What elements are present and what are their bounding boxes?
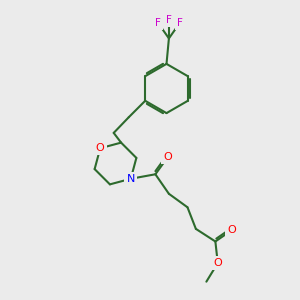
Text: O: O <box>96 143 105 153</box>
Text: O: O <box>227 225 236 235</box>
Text: F: F <box>155 18 161 28</box>
Text: O: O <box>213 258 222 268</box>
Text: N: N <box>127 174 135 184</box>
Text: O: O <box>164 152 172 162</box>
Text: F: F <box>166 15 172 25</box>
Text: F: F <box>177 18 182 28</box>
